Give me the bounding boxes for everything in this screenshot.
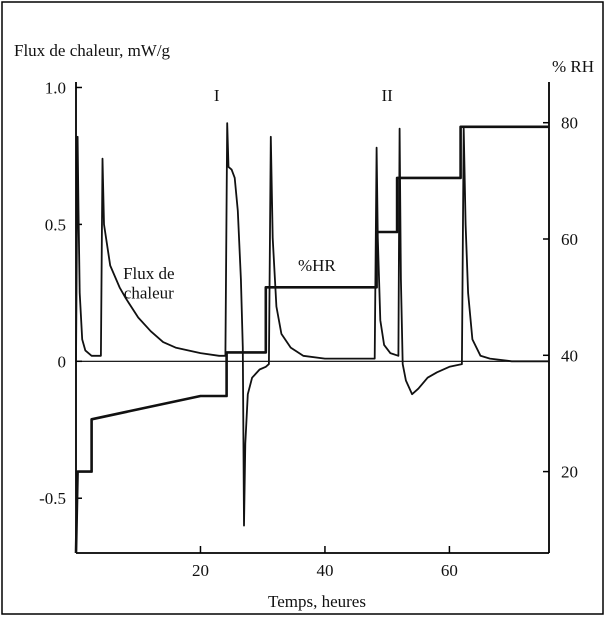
annotation-label: I [214, 86, 220, 105]
x-tick-label: 60 [441, 561, 458, 580]
ticks: 20 40 60 1.0 0.5 0 -0.5 80 60 40 20 [39, 78, 578, 580]
right-tick-label: 80 [561, 114, 578, 133]
left-tick-label: 1.0 [45, 78, 66, 97]
left-tick-label: 0 [58, 352, 67, 371]
x-axis-title: Temps, heures [268, 592, 366, 611]
series-line-humidity [74, 125, 549, 554]
right-tick-label: 40 [561, 346, 578, 365]
left-axis-title: Flux de chaleur, mW/g [14, 41, 171, 60]
axes [75, 82, 550, 554]
x-tick-label: 40 [316, 561, 333, 580]
series-line-heat-flux [75, 122, 549, 527]
right-tick-label: 60 [561, 230, 578, 249]
series-lines [74, 122, 549, 554]
annotation-label: Flux de [123, 264, 174, 283]
left-tick-label: -0.5 [39, 489, 66, 508]
right-axis-title: % RH [552, 57, 594, 76]
x-tick-label: 20 [192, 561, 209, 580]
annotation-label: II [382, 86, 394, 105]
annotation-label: chaleur [124, 283, 174, 302]
right-tick-label: 20 [561, 463, 578, 482]
annotation-label: %HR [298, 256, 336, 275]
left-tick-label: 0.5 [45, 215, 66, 234]
